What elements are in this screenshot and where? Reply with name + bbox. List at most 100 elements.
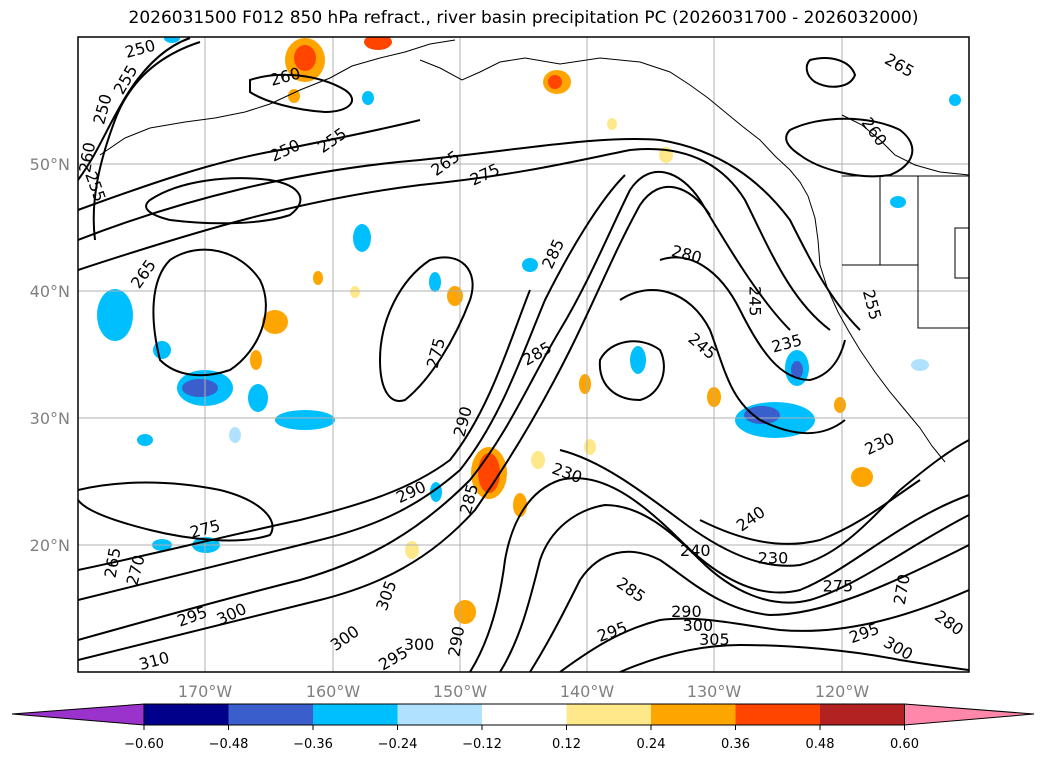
- lon-tick-label: 120°W: [815, 682, 870, 701]
- contour-line: [78, 174, 626, 601]
- contour-line: [78, 148, 831, 331]
- latitude-labels: 20°N 30°N 40°N 50°N: [30, 155, 70, 555]
- pc-blob-positive: [851, 467, 873, 487]
- pc-blob-negative: [229, 427, 241, 443]
- pc-blob-positive: [262, 310, 288, 334]
- contour-line: [559, 439, 969, 567]
- contour-label: 230: [758, 549, 789, 568]
- pc-blob-positive: [447, 286, 463, 306]
- pc-blob-positive: [579, 374, 591, 394]
- alaska-coast: [419, 57, 809, 197]
- pc-blob-positive: [294, 45, 316, 71]
- lat-tick-label: 20°N: [30, 536, 70, 555]
- contour-line: [619, 643, 969, 672]
- contour-line: [378, 256, 474, 402]
- colorbar-tick-label: 0.48: [806, 737, 835, 752]
- contour-label: 300: [404, 635, 435, 654]
- pc-blob-positive: [288, 89, 300, 103]
- pc-blob-negative: [164, 37, 180, 43]
- colorbar-swatch: [820, 704, 905, 725]
- pc-blob-negative: [911, 359, 929, 371]
- lon-tick-label: 170°W: [178, 682, 233, 701]
- pc-blob-positive: [607, 118, 617, 130]
- lat-tick-label: 50°N: [30, 155, 70, 174]
- colorbar-swatch: [482, 704, 567, 725]
- contour-line: [152, 248, 267, 377]
- pc-blob-positive: [350, 286, 360, 298]
- colorbar-swatch: [651, 704, 736, 725]
- lat-tick-label: 40°N: [30, 282, 70, 301]
- pc-blob-positive: [548, 75, 562, 89]
- colorbar-tick-label: −0.12: [462, 737, 502, 752]
- lon-tick-label: 160°W: [306, 682, 361, 701]
- colorbar-tick-label: 0.36: [721, 737, 750, 752]
- coastlines: [99, 39, 969, 463]
- longitude-labels: 170°W 160°W 150°W 140°W 130°W 120°W: [178, 682, 870, 701]
- pc-blob-positive: [313, 271, 323, 285]
- contour-line: [619, 289, 846, 435]
- contour-line: [805, 57, 857, 88]
- contour-label: 300: [683, 616, 714, 635]
- pc-blob-positive: [250, 350, 262, 370]
- pc-blob-negative: [353, 224, 371, 252]
- aleutian-coast: [99, 39, 456, 156]
- pc-blob-positive: [531, 451, 545, 469]
- west-coast: [807, 195, 946, 463]
- pc-blob-negative: [744, 406, 780, 424]
- contour-label: 275: [823, 576, 854, 595]
- colorbar: −0.60 −0.48 −0.36 −0.24 −0.12 0.12 0.24 …: [11, 703, 1035, 752]
- contour-label: 260: [75, 141, 99, 174]
- contour-label: 245: [745, 286, 764, 317]
- pc-blob-positive: [405, 541, 419, 559]
- pc-blob-negative: [362, 91, 374, 105]
- pc-blob-positive: [584, 439, 596, 455]
- pc-blob-negative: [949, 94, 961, 106]
- pc-blob-negative: [630, 346, 646, 374]
- pc-blob-positive: [364, 37, 392, 50]
- contour-line: [659, 256, 846, 382]
- contour-label: 305: [699, 630, 730, 649]
- lon-tick-label: 150°W: [433, 682, 488, 701]
- contour-line: [469, 477, 969, 672]
- pc-blob-negative: [97, 289, 133, 341]
- colorbar-tick-label: −0.24: [378, 737, 418, 752]
- colorbar-extend-low: [11, 703, 145, 726]
- graticule: [78, 37, 969, 672]
- colorbar-tick-label: −0.48: [209, 737, 249, 752]
- lat-tick-label: 30°N: [30, 409, 70, 428]
- precipitation-shading: [97, 37, 961, 624]
- pc-blob-negative: [429, 272, 441, 292]
- colorbar-swatch: [735, 704, 820, 725]
- contour-line: [78, 186, 711, 661]
- contour-line: [78, 171, 791, 641]
- colorbar-tick-label: −0.60: [124, 737, 164, 752]
- state-border: [954, 227, 969, 279]
- contour-line: [559, 589, 969, 672]
- pc-blob-negative: [522, 258, 538, 272]
- contour-line: [529, 544, 969, 672]
- contour-line: [92, 41, 201, 241]
- contour-line: [499, 503, 969, 672]
- pc-blob-negative: [137, 434, 153, 446]
- contour-line: [249, 73, 353, 114]
- pc-blob-negative: [890, 196, 906, 208]
- contour-line: [78, 289, 531, 571]
- contour-line: [699, 479, 921, 545]
- contour-line: [598, 340, 665, 402]
- colorbar-swatch: [228, 704, 313, 725]
- pc-blob-negative: [182, 379, 218, 397]
- colorbar-tick-label: 0.24: [637, 737, 666, 752]
- border-canada: [841, 114, 969, 176]
- pc-blob-negative: [791, 361, 803, 379]
- colorbar-tick-label: −0.36: [293, 737, 333, 752]
- contour-line: [78, 119, 421, 211]
- contour-line: [785, 117, 914, 178]
- colorbar-tick-label: 0.60: [890, 737, 919, 752]
- lon-tick-label: 140°W: [560, 682, 615, 701]
- map-frame: [77, 36, 970, 673]
- pc-blob-positive: [454, 600, 476, 624]
- contour-line: [78, 481, 274, 542]
